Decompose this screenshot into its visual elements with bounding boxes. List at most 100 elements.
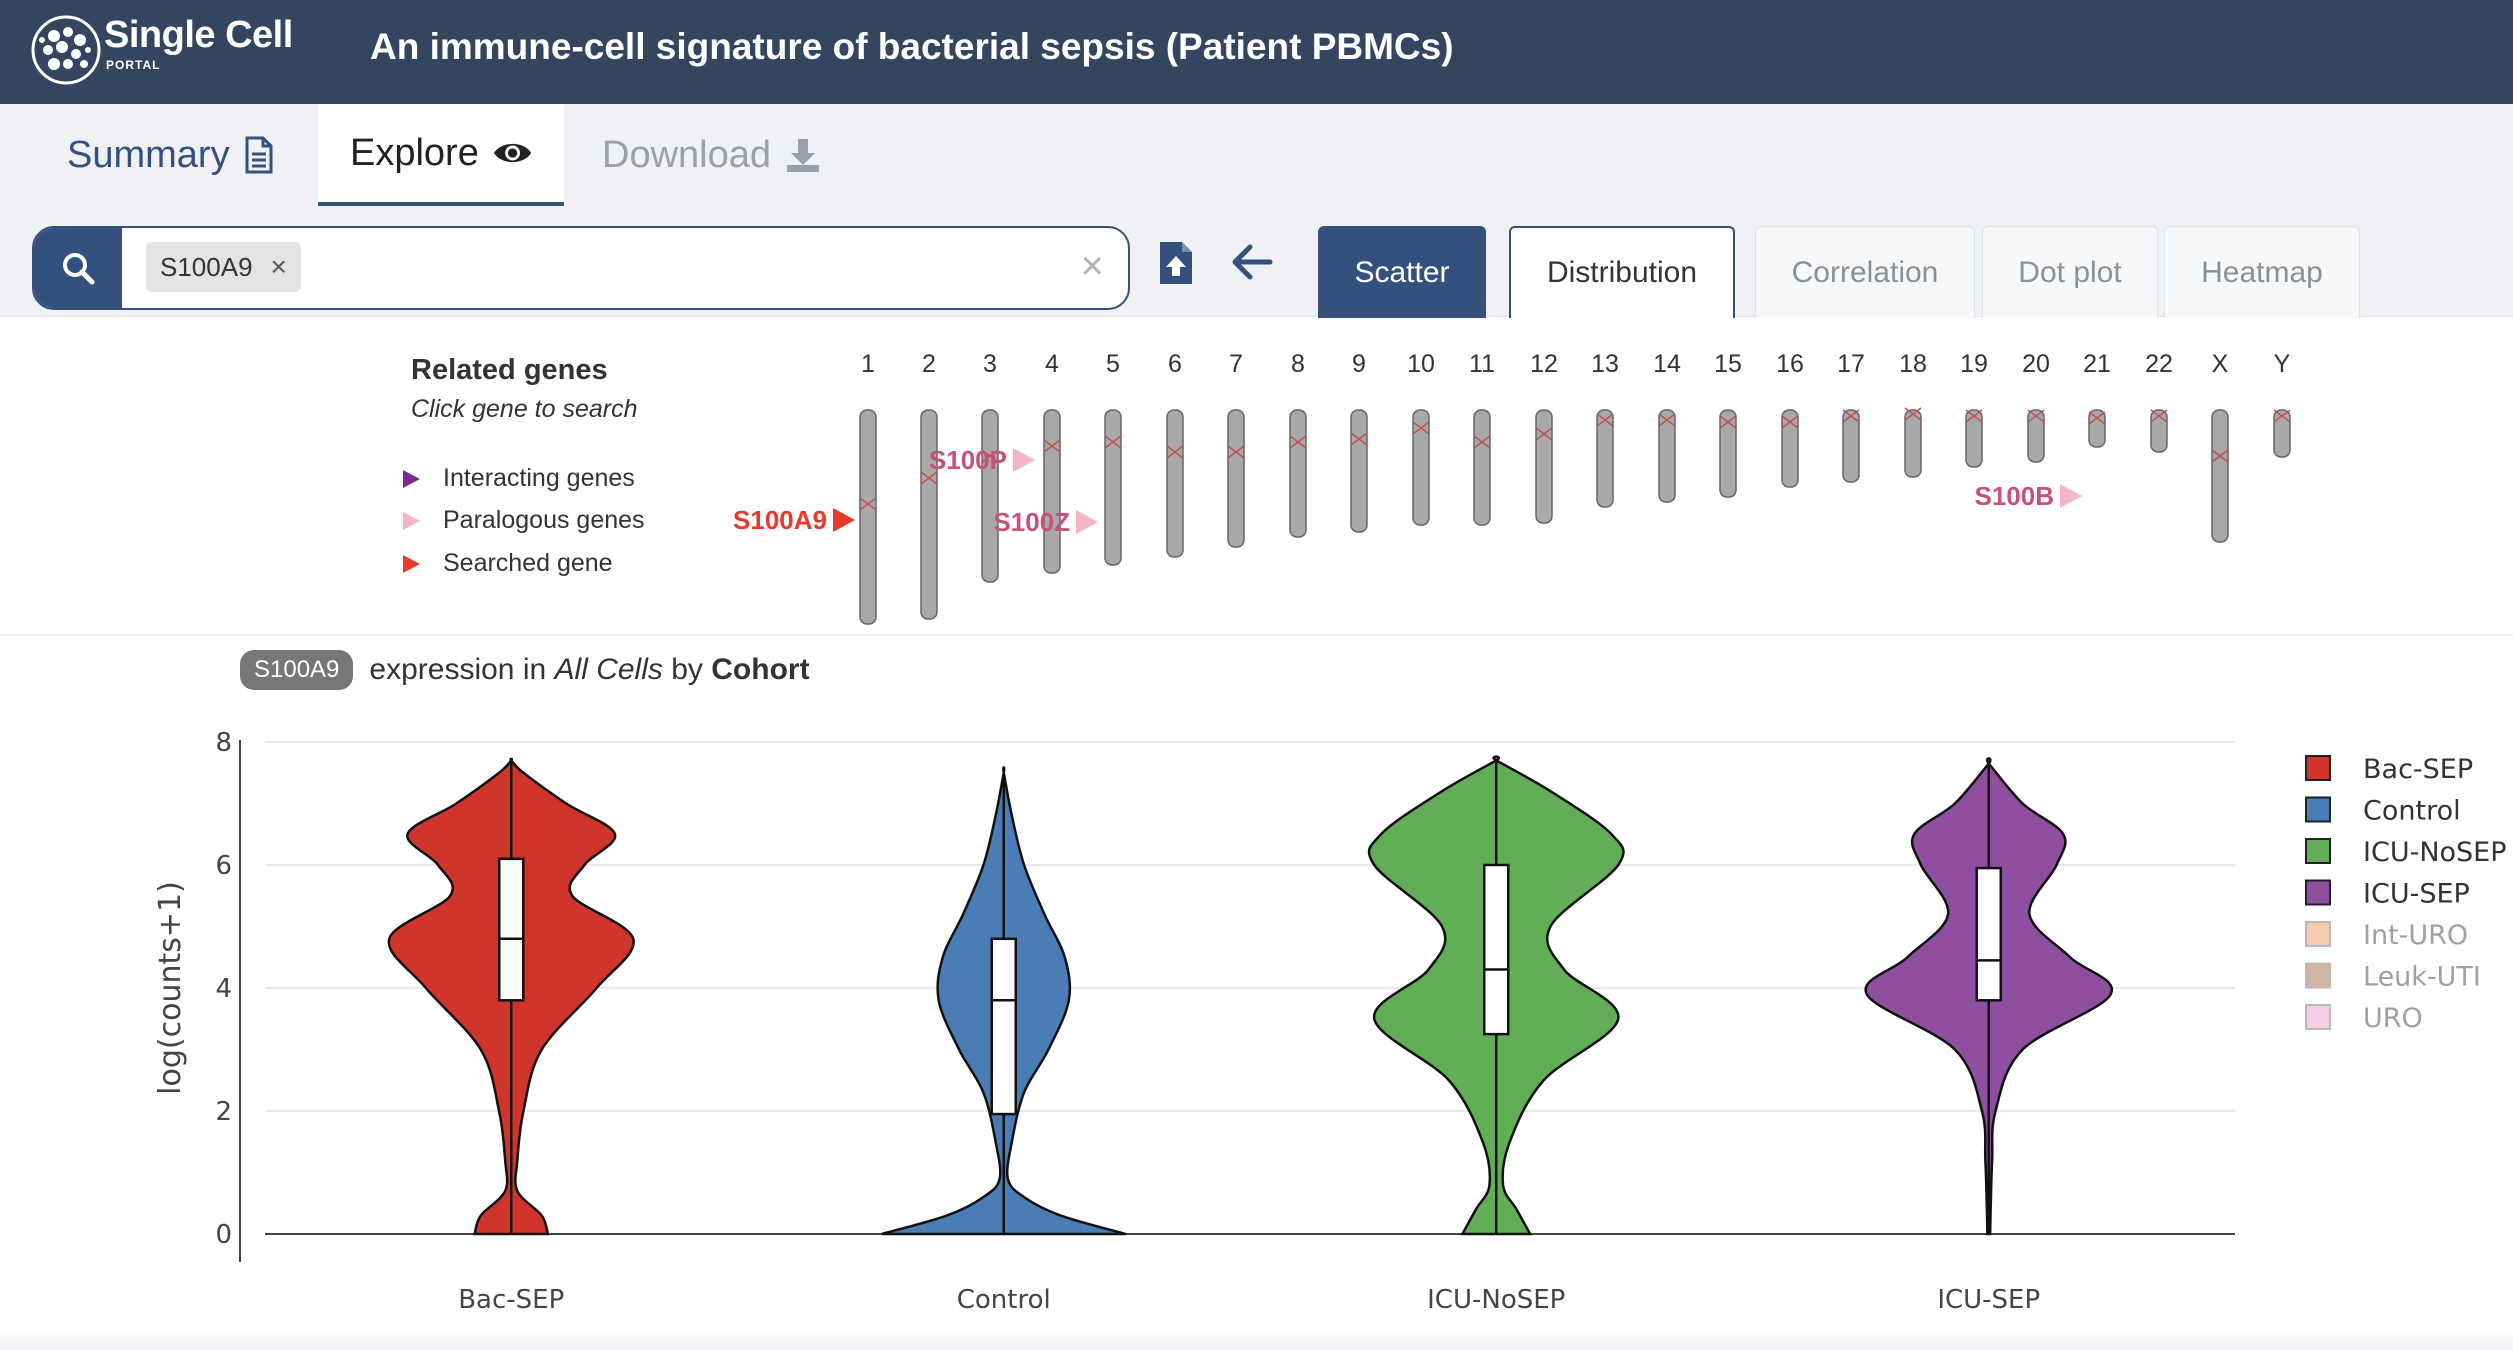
legend-item-bac-sep[interactable]: Bac-SEP <box>2305 754 2473 785</box>
legend-item-leuk-uti[interactable]: Leuk-UTI <box>2305 962 2481 993</box>
logo-text[interactable]: Single Cell <box>104 14 293 56</box>
chromosome-17[interactable]: 17 <box>1837 350 1865 483</box>
legend-item-uro[interactable]: URO <box>2305 1003 2423 1034</box>
violin-icu-nosep[interactable] <box>1367 755 1625 1236</box>
tab-correlation[interactable]: Correlation <box>1755 226 1975 318</box>
tab-dot-plot[interactable]: Dot plot <box>1982 226 2158 318</box>
chromosome-11[interactable]: 11 <box>1469 350 1495 526</box>
chromosome-12[interactable]: 12 <box>1530 350 1558 524</box>
remove-gene-icon[interactable]: × <box>270 251 287 282</box>
legend-item-icu-sep[interactable]: ICU-SEP <box>2305 879 2470 910</box>
interacting-marker-icon <box>403 469 420 488</box>
chromosome-5[interactable]: 5 <box>1104 350 1122 566</box>
upload-gene-list-icon[interactable] <box>1156 240 1196 286</box>
gene-chip-label: S100A9 <box>160 251 253 282</box>
legend-swatch <box>2305 796 2331 823</box>
gene-marker-label: S100P <box>929 445 1007 475</box>
legend-item-icu-nosep[interactable]: ICU-NoSEP <box>2305 837 2507 868</box>
chromosome-8[interactable]: 8 <box>1289 350 1307 538</box>
legend-interacting-label: Interacting genes <box>443 464 635 492</box>
chromosome-ideogram[interactable]: 1 2 3 4 5 6 7 8 9 10 11 12 13 14 15 16 17 18 19 20 21 22 X YS10… <box>0 318 2513 636</box>
legend-item-control[interactable]: Control <box>2305 796 2461 827</box>
clear-search-icon[interactable]: × <box>1080 244 1104 288</box>
chromosome-3[interactable]: 3 <box>981 350 999 583</box>
chromosome-22[interactable]: 22 <box>2145 350 2173 453</box>
chromosome-14[interactable]: 14 <box>1653 350 1681 503</box>
y-tick-label: 0 <box>215 1220 232 1250</box>
chromosome-label: 15 <box>1714 350 1742 378</box>
chromosome-1[interactable]: 1 <box>859 350 877 625</box>
legend-item-int-uro[interactable]: Int-URO <box>2305 920 2468 951</box>
chromosome-4[interactable]: 4 <box>1043 350 1061 574</box>
legend-paralogous-label: Paralogous genes <box>443 506 645 534</box>
centromere-mark <box>1473 435 1491 449</box>
x-tick-label: ICU-NoSEP <box>1427 1285 1565 1315</box>
chromosome-y[interactable]: Y <box>2273 350 2291 458</box>
chromosome-label: 22 <box>2145 350 2173 378</box>
legend-searched-label: Searched gene <box>443 549 613 577</box>
centromere-mark <box>1043 439 1061 453</box>
searched-gene-marker[interactable]: S100A9 <box>733 505 855 535</box>
tab-scatter[interactable]: Scatter <box>1318 226 1486 318</box>
tab-download[interactable]: Download <box>570 104 853 206</box>
centromere-mark <box>2150 409 2168 423</box>
chromosome-body <box>1473 409 1491 526</box>
centromere-mark <box>2027 409 2045 423</box>
gene-search-box[interactable]: S100A9 × × <box>32 226 1130 310</box>
tab-distribution[interactable]: Distribution <box>1509 226 1735 318</box>
centromere-mark <box>1166 445 1184 459</box>
chromosome-label: 17 <box>1837 350 1865 378</box>
plot-title: S100A9 expression in All Cells by Cohort <box>240 650 810 690</box>
centromere-mark <box>1350 432 1368 446</box>
chromosome-20[interactable]: 20 <box>2022 350 2050 463</box>
chromosome-9[interactable]: 9 <box>1350 350 1368 533</box>
chromosome-16[interactable]: 16 <box>1776 350 1804 488</box>
plot-title-text: expression in All Cells by Cohort <box>369 653 809 687</box>
single-cell-logo-icon[interactable] <box>30 14 102 86</box>
legend-label: Bac-SEP <box>2363 754 2473 785</box>
tab-summary[interactable]: Summary <box>35 104 306 206</box>
centromere-mark <box>2211 449 2229 463</box>
paralog-gene-marker[interactable]: S100P <box>929 445 1035 475</box>
chromosome-19[interactable]: 19 <box>1960 350 1988 468</box>
paralog-gene-marker[interactable]: S100Z <box>993 507 1098 537</box>
chromosome-15[interactable]: 15 <box>1714 350 1742 498</box>
centromere-mark <box>1842 409 1860 423</box>
chromosome-body <box>1965 409 1983 468</box>
back-arrow-icon[interactable] <box>1230 244 1274 280</box>
x-tick-label: ICU-SEP <box>1937 1285 2040 1315</box>
violin-bac-sep[interactable] <box>387 757 635 1236</box>
chromosome-13[interactable]: 13 <box>1591 350 1619 508</box>
plot-title-mid: by <box>671 653 703 686</box>
tab-explore[interactable]: Explore <box>318 104 564 206</box>
gene-marker-label: S100Z <box>993 507 1070 537</box>
chromosome-18[interactable]: 18 <box>1899 350 1927 478</box>
chromosome-x[interactable]: X <box>2211 350 2229 543</box>
y-axis-label: log(counts+1) <box>153 881 188 1095</box>
chromosome-body <box>1719 409 1737 498</box>
chromosome-7[interactable]: 7 <box>1227 350 1245 548</box>
chromosome-label: 5 <box>1106 350 1120 378</box>
chromosome-2[interactable]: 2 <box>920 350 938 620</box>
violin-box <box>1483 863 1510 1036</box>
chromosome-label: 13 <box>1591 350 1619 378</box>
chromosome-label: 11 <box>1469 350 1495 378</box>
chromosome-body <box>1596 409 1614 508</box>
violin-box <box>990 937 1017 1116</box>
violin-plot[interactable]: 0 2 4 6 8 log(counts+1) Bac-SEP Control ICU-NoSE… <box>0 700 2513 1330</box>
chromosome-label: 4 <box>1045 350 1059 378</box>
gene-marker-arrow <box>833 508 855 532</box>
violin-icu-sep[interactable] <box>1864 757 2114 1236</box>
chromosome-10[interactable]: 10 <box>1407 350 1435 526</box>
violin-control[interactable] <box>881 766 1127 1236</box>
centromere-mark <box>1104 435 1122 449</box>
search-button[interactable] <box>34 228 122 308</box>
chromosome-body <box>1842 409 1860 483</box>
chromosome-21[interactable]: 21 <box>2083 350 2111 448</box>
tab-heatmap[interactable]: Heatmap <box>2164 226 2360 318</box>
eye-icon <box>493 143 532 163</box>
chromosome-6[interactable]: 6 <box>1166 350 1184 558</box>
paralog-gene-marker[interactable]: S100B <box>1975 481 2083 511</box>
chromosome-label: 12 <box>1530 350 1558 378</box>
legend-label: Int-URO <box>2363 920 2468 951</box>
